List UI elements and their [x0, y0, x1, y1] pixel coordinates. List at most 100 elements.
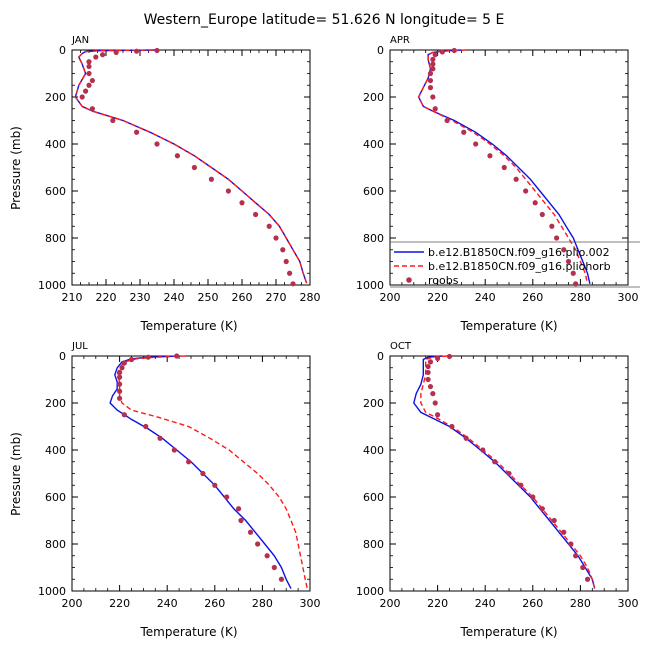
roobs-point-apr — [430, 56, 436, 63]
roobs-point-jan — [290, 281, 296, 287]
roobs-point-oct — [425, 369, 431, 376]
y-tick-label-jul: 200 — [45, 397, 66, 410]
roobs-point-oct — [463, 435, 469, 441]
roobs-point-jan — [154, 141, 160, 147]
roobs-point-apr — [561, 247, 567, 253]
roobs-point-jan — [273, 235, 279, 241]
x-tick-label-jan: 210 — [62, 291, 83, 304]
plot-area-jan: 210 220 230 240 250 260 270 280 0 200 400 600 800 100… — [38, 44, 321, 304]
roobs-point-apr — [549, 223, 555, 229]
roobs-point-apr — [432, 106, 438, 112]
roobs-point-jan — [86, 70, 92, 77]
x-tick-label-jan: 240 — [164, 291, 185, 304]
x-tick-label-oct: 240 — [475, 597, 496, 610]
roobs-point-apr — [427, 85, 434, 91]
roobs-point-jul — [224, 494, 230, 500]
roobs-point-apr — [427, 77, 434, 84]
roobs-point-jul — [128, 356, 135, 363]
y-tick-label-apr: 200 — [363, 91, 384, 104]
roobs-point-jan — [239, 200, 245, 206]
roobs-point-oct — [425, 376, 431, 383]
y-tick-label-jul: 400 — [45, 444, 66, 457]
y-tick-label-jul: 0 — [59, 350, 66, 363]
roobs-point-apr — [570, 270, 576, 276]
roobs-point-apr — [532, 200, 538, 206]
x-tick-label-jan: 230 — [130, 291, 151, 304]
x-tick-label-jul: 260 — [204, 597, 225, 610]
x-tick-label-jan: 220 — [96, 291, 117, 304]
y-tick-label-oct: 0 — [377, 350, 384, 363]
y-tick-label-jan: 0 — [59, 44, 66, 57]
roobs-point-jan — [208, 176, 214, 182]
roobs-point-oct — [518, 482, 524, 488]
roobs-point-jan — [191, 164, 197, 171]
roobs-point-apr — [523, 188, 529, 194]
roobs-point-jan — [113, 49, 119, 55]
x-tick-label-jul: 200 — [62, 597, 83, 610]
roobs-point-jul — [117, 374, 123, 380]
roobs-point-oct — [584, 576, 591, 582]
y-tick-label-apr: 400 — [363, 138, 384, 151]
roobs-point-oct — [427, 383, 434, 390]
y-tick-label-apr: 0 — [377, 44, 384, 57]
y-tick-label-jul: 800 — [45, 538, 66, 551]
panel-label-jul: JUL — [71, 341, 88, 352]
roobs-point-jan — [86, 63, 92, 70]
roobs-point-apr — [430, 66, 436, 72]
roobs-point-jul — [278, 576, 285, 582]
roobs-point-jul — [121, 412, 127, 418]
roobs-point-jul — [236, 506, 242, 512]
roobs-point-jan — [283, 258, 289, 265]
roobs-point-apr — [439, 49, 445, 55]
roobs-point-oct — [539, 506, 545, 512]
roobs-point-jul — [186, 459, 192, 465]
roobs-point-jul — [247, 529, 254, 535]
plot-area-apr: 200 220 240 260 280 300 0 200 400 600 800 1000 — [356, 44, 639, 304]
roobs-point-apr — [554, 235, 560, 241]
roobs-point-jul — [119, 365, 125, 371]
roobs-point-jan — [266, 223, 272, 229]
roobs-point-oct — [432, 400, 438, 406]
roobs-point-jul — [212, 482, 218, 488]
roobs-point-jul — [157, 435, 163, 441]
roobs-point-oct — [430, 391, 436, 397]
panel-label-apr: APR — [390, 35, 410, 46]
roobs-point-apr — [432, 52, 438, 58]
y-tick-label-oct: 800 — [363, 538, 384, 551]
roobs-point-apr — [513, 176, 519, 182]
roobs-point-jul — [145, 354, 151, 360]
y-tick-label-oct: 1000 — [356, 585, 384, 598]
roobs-point-jul — [171, 447, 177, 453]
pliohorb-line-apr — [417, 49, 589, 284]
x-tick-label-jan: 270 — [266, 291, 287, 304]
figure-title: Western_Europe latitude= 51.626 N longit… — [144, 12, 505, 28]
roobs-point-apr — [473, 141, 479, 147]
roobs-point-jul — [174, 353, 180, 359]
x-tick-label-jan: 250 — [198, 291, 219, 304]
roobs-point-jan — [287, 270, 293, 276]
y-tick-label-oct: 600 — [363, 491, 384, 504]
panel-apr: APR Temperature (K) 200 220 240 260 280 30002… — [356, 35, 639, 333]
roobs-point-jan — [253, 211, 259, 218]
roobs-point-oct — [427, 359, 434, 365]
roobs-point-jan — [93, 54, 99, 60]
roobs-point-jan — [86, 82, 92, 88]
x-tick-label-oct: 280 — [570, 597, 591, 610]
pliohorb-line-jan — [74, 49, 308, 284]
roobs-point-jan — [134, 48, 140, 54]
legend: b.e12.B1850CN.f09_g16.plio.002 b.e12.B18… — [390, 241, 640, 288]
y-tick-label-jul: 1000 — [38, 585, 66, 598]
y-tick-label-jan: 200 — [45, 91, 66, 104]
plio002-line-apr — [417, 49, 591, 284]
x-tick-label-apr: 240 — [475, 291, 496, 304]
roobs-point-oct — [530, 494, 536, 500]
y-tick-label-oct: 400 — [363, 444, 384, 457]
x-tick-label-jul: 300 — [300, 597, 321, 610]
y-tick-label-jul: 600 — [45, 491, 66, 504]
roobs-point-apr — [573, 281, 579, 287]
panel-oct: OCT Temperature (K) 200 220 240 260 280 30002… — [356, 341, 639, 639]
y-tick-label-jan: 400 — [45, 138, 66, 151]
x-tick-label-jul: 220 — [109, 597, 130, 610]
plot-frame-jan — [71, 49, 311, 286]
roobs-point-jan — [174, 153, 180, 159]
